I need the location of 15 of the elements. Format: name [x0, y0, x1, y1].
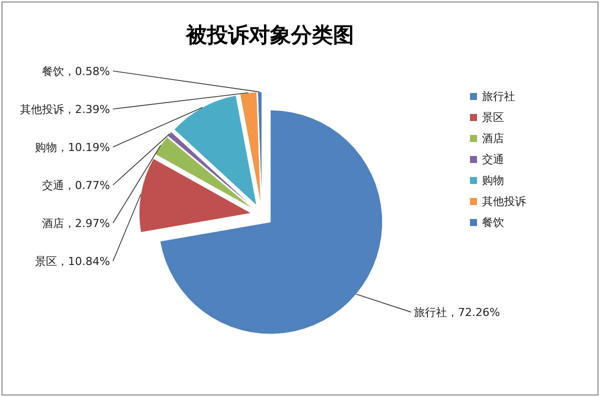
legend-label: 购物: [482, 174, 504, 187]
data-label: 餐饮，0.58%: [42, 65, 110, 78]
legend-label: 景区: [482, 111, 504, 124]
data-label: 景区，10.84%: [35, 255, 110, 268]
legend-label: 旅行社: [482, 90, 515, 103]
data-label: 其他投诉，2.39%: [20, 103, 110, 116]
chart-title: 被投诉对象分类图: [185, 22, 354, 47]
data-label: 酒店，2.97%: [42, 217, 110, 230]
legend-label: 交通: [482, 153, 504, 166]
legend-label: 餐饮: [482, 216, 504, 229]
data-label: 旅行社，72.26%: [414, 306, 500, 320]
legend-label: 其他投诉: [482, 195, 526, 208]
data-label: 购物，10.19%: [35, 141, 110, 154]
data-label: 交通，0.77%: [42, 179, 110, 192]
legend-label: 酒店: [482, 132, 504, 145]
